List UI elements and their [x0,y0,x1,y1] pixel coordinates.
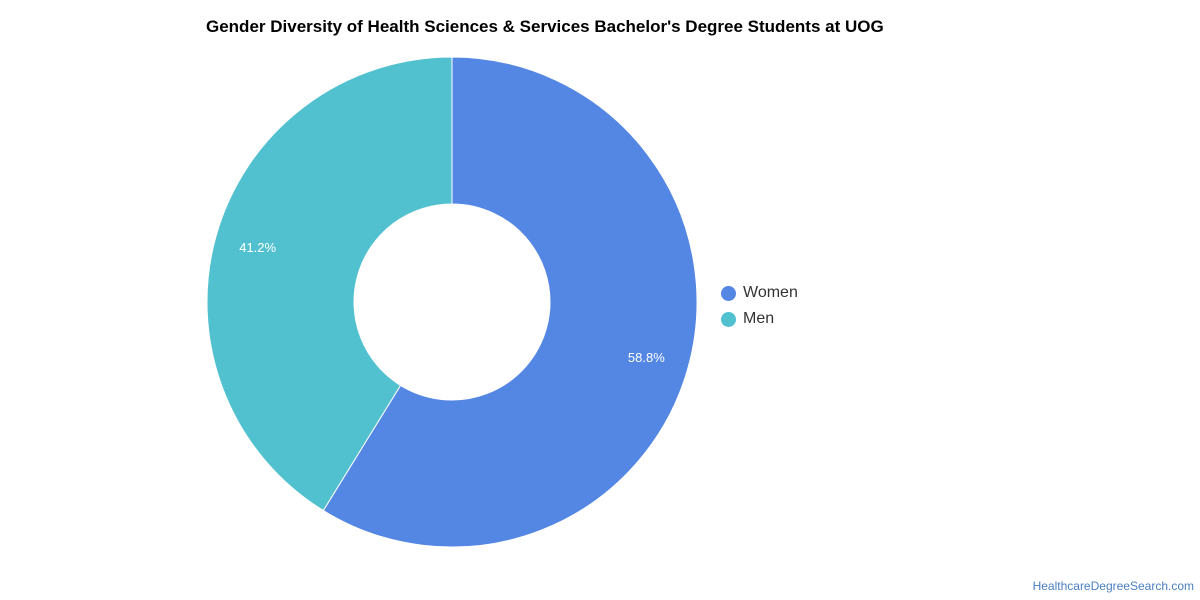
legend-swatch-men [721,311,736,327]
slice-label-women: 58.8% [628,350,665,365]
slice-label-men: 41.2% [239,240,276,255]
chart-title: Gender Diversity of Health Sciences & Se… [206,17,884,36]
donut-slice-men[interactable] [206,56,453,512]
legend: Women Men [721,280,798,332]
legend-label-men: Men [743,310,775,327]
legend-label-women: Women [743,284,798,301]
legend-swatch-women [721,285,736,301]
legend-item-women[interactable]: Women [721,280,798,306]
legend-item-men[interactable]: Men [721,306,798,332]
source-watermark[interactable]: HealthcareDegreeSearch.com [1032,579,1194,593]
donut-slice-women[interactable] [322,56,698,548]
